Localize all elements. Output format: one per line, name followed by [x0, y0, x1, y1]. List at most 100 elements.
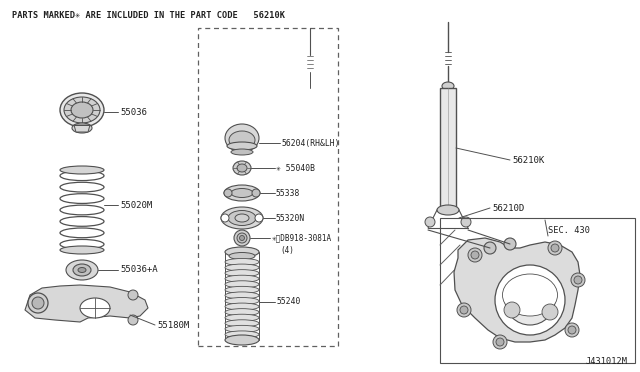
Ellipse shape — [502, 274, 557, 316]
Ellipse shape — [225, 314, 259, 321]
Circle shape — [548, 241, 562, 255]
Text: PARTS MARKED✳ ARE INCLUDED IN THE PART CODE   56210K: PARTS MARKED✳ ARE INCLUDED IN THE PART C… — [12, 10, 285, 19]
Ellipse shape — [60, 171, 104, 180]
Circle shape — [237, 233, 247, 243]
Circle shape — [574, 276, 582, 284]
Ellipse shape — [225, 335, 259, 345]
Ellipse shape — [60, 205, 104, 215]
Polygon shape — [74, 125, 90, 132]
Circle shape — [252, 189, 260, 197]
Ellipse shape — [225, 270, 259, 277]
Text: 55240: 55240 — [277, 298, 301, 307]
Circle shape — [28, 293, 48, 313]
Ellipse shape — [78, 267, 86, 273]
Circle shape — [460, 306, 468, 314]
Text: J431012M: J431012M — [586, 357, 628, 366]
Circle shape — [518, 288, 542, 312]
Ellipse shape — [231, 189, 253, 198]
Ellipse shape — [235, 214, 249, 222]
Text: 56210K: 56210K — [512, 155, 544, 164]
Ellipse shape — [231, 149, 253, 155]
Polygon shape — [454, 238, 580, 342]
Text: ✳ⓃDB918-3081A: ✳ⓃDB918-3081A — [272, 234, 332, 243]
Ellipse shape — [437, 205, 459, 215]
Bar — [440, 218, 635, 363]
Circle shape — [234, 230, 250, 246]
Ellipse shape — [229, 253, 255, 260]
Text: 55338: 55338 — [276, 189, 300, 198]
Circle shape — [484, 242, 496, 254]
Circle shape — [565, 323, 579, 337]
Ellipse shape — [229, 131, 255, 149]
Ellipse shape — [237, 164, 247, 172]
Circle shape — [496, 338, 504, 346]
Ellipse shape — [225, 275, 259, 282]
Circle shape — [128, 315, 138, 325]
Text: 55320N: 55320N — [276, 214, 305, 222]
Ellipse shape — [60, 93, 104, 127]
Circle shape — [495, 265, 565, 335]
Circle shape — [504, 238, 516, 250]
Circle shape — [468, 248, 482, 262]
Ellipse shape — [64, 97, 100, 123]
Ellipse shape — [225, 259, 259, 266]
Circle shape — [505, 275, 555, 325]
Ellipse shape — [80, 298, 110, 318]
Text: 56210D: 56210D — [492, 203, 524, 212]
Ellipse shape — [225, 292, 259, 299]
Ellipse shape — [227, 142, 257, 150]
Text: 55036+A: 55036+A — [120, 266, 157, 275]
Ellipse shape — [60, 217, 104, 226]
Ellipse shape — [225, 303, 259, 310]
Bar — [440, 88, 456, 208]
Circle shape — [32, 297, 44, 309]
Circle shape — [493, 335, 507, 349]
Ellipse shape — [225, 286, 259, 294]
Circle shape — [461, 217, 471, 227]
Ellipse shape — [225, 309, 259, 316]
Ellipse shape — [225, 124, 259, 152]
Text: (4): (4) — [280, 246, 294, 254]
Ellipse shape — [60, 182, 104, 192]
Polygon shape — [25, 285, 148, 322]
Circle shape — [471, 251, 479, 259]
Text: 55020M: 55020M — [120, 201, 152, 209]
Circle shape — [571, 273, 585, 287]
Ellipse shape — [224, 185, 260, 201]
Text: ✳ 55040B: ✳ 55040B — [276, 164, 315, 173]
Ellipse shape — [60, 246, 104, 254]
Circle shape — [221, 214, 229, 222]
Text: 55036: 55036 — [120, 108, 147, 116]
Text: SEC. 430: SEC. 430 — [548, 225, 590, 234]
Bar — [198, 28, 338, 346]
Circle shape — [551, 244, 559, 252]
Ellipse shape — [225, 264, 259, 271]
Ellipse shape — [225, 326, 259, 332]
Ellipse shape — [225, 331, 259, 338]
Circle shape — [255, 214, 263, 222]
Ellipse shape — [73, 264, 91, 276]
Circle shape — [425, 217, 435, 227]
Ellipse shape — [60, 228, 104, 238]
Ellipse shape — [72, 123, 92, 133]
Circle shape — [457, 303, 471, 317]
Text: 56204(RH&LH): 56204(RH&LH) — [282, 138, 340, 148]
Ellipse shape — [71, 102, 93, 118]
Circle shape — [542, 304, 558, 320]
Ellipse shape — [225, 320, 259, 327]
Ellipse shape — [233, 161, 251, 175]
Ellipse shape — [221, 207, 263, 229]
Ellipse shape — [442, 82, 454, 90]
Circle shape — [504, 302, 520, 318]
Ellipse shape — [66, 260, 98, 280]
Circle shape — [128, 290, 138, 300]
Ellipse shape — [60, 194, 104, 203]
Circle shape — [239, 235, 244, 241]
Ellipse shape — [225, 247, 259, 257]
Ellipse shape — [225, 298, 259, 305]
Ellipse shape — [225, 281, 259, 288]
Text: 55180M: 55180M — [157, 321, 189, 330]
Ellipse shape — [228, 211, 256, 225]
Circle shape — [224, 189, 232, 197]
Ellipse shape — [60, 240, 104, 249]
